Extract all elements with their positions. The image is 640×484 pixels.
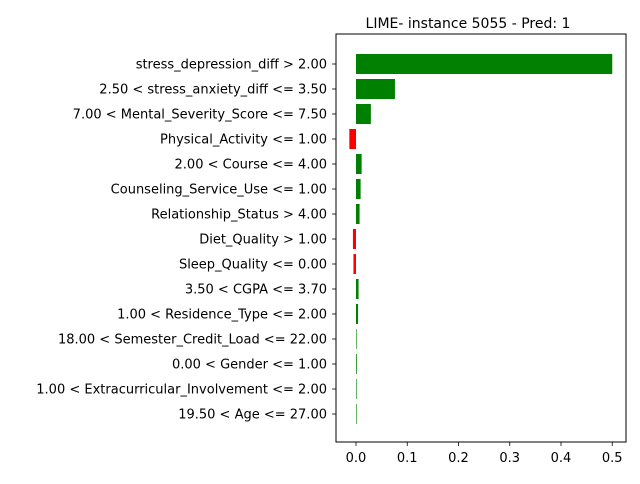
y-tick-label-8: Sleep_Quality <= 0.00 bbox=[179, 258, 327, 273]
y-axis: stress_depression_diff > 2.00 2.50 < stre… bbox=[36, 58, 336, 423]
bar-10 bbox=[356, 304, 359, 324]
y-tick-label-11: 18.00 < Semester_Credit_Load <= 22.00 bbox=[58, 333, 327, 348]
y-tick-label-7: Diet_Quality > 1.00 bbox=[199, 233, 327, 248]
y-tick-label-2: 7.00 < Mental_Severity_Score <= 7.50 bbox=[73, 108, 327, 123]
bar-1 bbox=[356, 79, 395, 99]
y-tick-label-3: Physical_Activity <= 1.00 bbox=[160, 133, 327, 148]
bar-9 bbox=[356, 279, 359, 299]
y-tick-label-6: Relationship_Status > 4.00 bbox=[151, 208, 327, 223]
y-tick-label-4: 2.00 < Course <= 4.00 bbox=[175, 158, 327, 173]
plot-frame bbox=[335, 33, 627, 443]
x-tick-label-3: 0.3 bbox=[499, 451, 520, 466]
chart-title: LIME- instance 5055 - Pred: 1 bbox=[366, 16, 571, 32]
y-tick-label-1: 2.50 < stress_anxiety_diff <= 3.50 bbox=[99, 83, 327, 98]
x-tick-label-0: 0.0 bbox=[346, 451, 367, 466]
bar-6 bbox=[356, 204, 360, 224]
x-tick-label-1: 0.1 bbox=[397, 451, 418, 466]
bar-12 bbox=[356, 354, 357, 374]
y-tick-label-0: stress_depression_diff > 2.00 bbox=[136, 58, 327, 73]
bar-11 bbox=[356, 329, 357, 349]
y-tick-label-13: 1.00 < Extracurricular_Involvement <= 2.… bbox=[36, 383, 327, 398]
y-tick-label-9: 3.50 < CGPA <= 3.70 bbox=[185, 283, 327, 298]
bar-8 bbox=[353, 254, 356, 274]
bar-3 bbox=[349, 129, 356, 149]
bar-13 bbox=[356, 379, 357, 399]
y-tick-label-12: 0.00 < Gender <= 1.00 bbox=[172, 358, 327, 373]
x-tick-label-4: 0.4 bbox=[551, 451, 572, 466]
y-tick-label-5: Counseling_Service_Use <= 1.00 bbox=[111, 183, 327, 198]
x-tick-label-2: 0.2 bbox=[448, 451, 469, 466]
x-axis: 0.0 0.1 0.2 0.3 0.4 0.5 bbox=[346, 442, 623, 466]
bar-0 bbox=[356, 54, 613, 74]
bar-7 bbox=[352, 229, 356, 249]
bar-5 bbox=[356, 179, 361, 199]
y-tick-label-10: 1.00 < Residence_Type <= 2.00 bbox=[117, 308, 327, 323]
bars-layer bbox=[349, 54, 613, 424]
bar-14 bbox=[356, 404, 357, 424]
x-tick-label-5: 0.5 bbox=[602, 451, 623, 466]
bar-4 bbox=[356, 154, 362, 174]
bar-2 bbox=[356, 104, 371, 124]
y-tick-label-14: 19.50 < Age <= 27.00 bbox=[178, 408, 327, 423]
